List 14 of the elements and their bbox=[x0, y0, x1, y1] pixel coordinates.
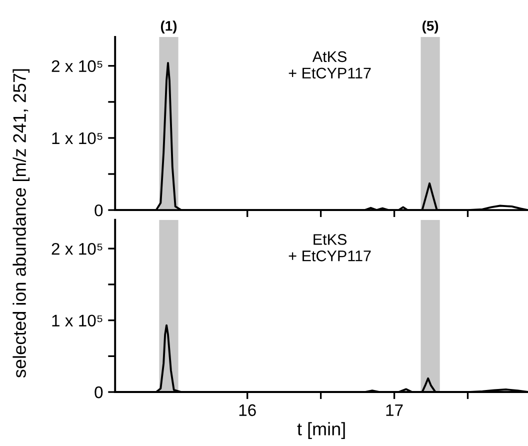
y-tick-label: 2 x 10⁵ bbox=[52, 60, 102, 72]
x-tick-label: 17 bbox=[386, 404, 403, 416]
y-tick-label: 0 bbox=[94, 204, 103, 216]
annotation: EtKS + EtCYP117 bbox=[288, 234, 371, 262]
y-tick-label: 1 x 10⁵ bbox=[52, 314, 102, 327]
x-axis-title: t [min] bbox=[297, 422, 345, 439]
annotation: AtKS + EtCYP117 bbox=[288, 51, 371, 79]
y-axis-title: selected ion abundance [m/z 241, 257] bbox=[12, 69, 30, 378]
x-tick-label: 16 bbox=[239, 404, 256, 416]
band-label: (1) bbox=[160, 20, 177, 34]
y-tick-label: 0 bbox=[94, 386, 103, 398]
y-tick-label: 1 x 10⁵ bbox=[52, 132, 102, 144]
y-tick-label: 2 x 10⁵ bbox=[52, 242, 102, 255]
band-label: (5) bbox=[422, 20, 438, 34]
